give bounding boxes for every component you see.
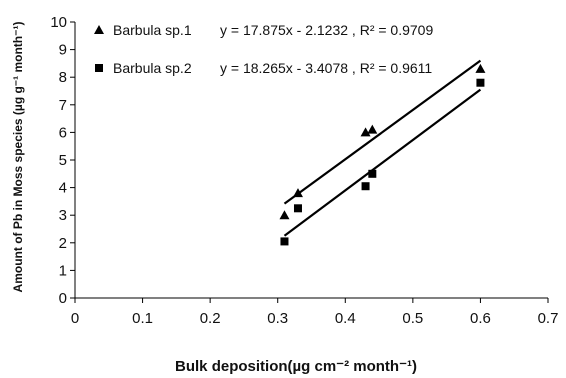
trend-line xyxy=(283,59,482,205)
square-marker xyxy=(476,78,485,87)
trend-line xyxy=(283,88,482,237)
y-tick-label: 2 xyxy=(59,235,67,252)
y-tick-label: 6 xyxy=(59,124,67,141)
legend: Barbula sp.1 y = 17.875x - 2.1232 , R² = … xyxy=(94,22,433,76)
triangle-marker xyxy=(279,210,290,220)
legend-series-name: Barbula sp.2 xyxy=(113,60,192,76)
square-marker xyxy=(280,237,289,246)
data-points xyxy=(279,63,486,246)
x-tick-label: 0.3 xyxy=(267,310,288,327)
y-axis-label: Amount of Pb in Moss species (µg g⁻¹ mon… xyxy=(11,22,25,293)
y-tick-label: 5 xyxy=(59,152,67,169)
x-tick-labels: 0 0.1 0.2 0.3 0.4 0.5 0.6 0.7 xyxy=(71,310,559,327)
y-tick-label: 10 xyxy=(50,14,67,31)
x-tick-label: 0.5 xyxy=(402,310,423,327)
legend-equation: y = 18.265x - 3.4078 , R² = 0.9611 xyxy=(220,60,432,76)
square-marker xyxy=(95,64,103,72)
y-tick-label: 8 xyxy=(59,69,67,86)
legend-series-name: Barbula sp.1 xyxy=(113,22,192,38)
x-tick-label: 0.1 xyxy=(132,310,153,327)
y-tick-label: 1 xyxy=(59,262,67,279)
chart-axes xyxy=(70,21,549,303)
x-tick-label: 0.2 xyxy=(200,310,221,327)
y-tick-labels: 0 1 2 3 4 5 6 7 8 9 10 xyxy=(50,14,67,307)
trend-lines xyxy=(283,59,482,237)
y-tick-label: 9 xyxy=(59,42,67,59)
y-tick-label: 3 xyxy=(59,207,67,224)
y-tick-label: 0 xyxy=(59,290,67,307)
triangle-marker xyxy=(94,25,104,34)
triangle-marker xyxy=(367,124,378,134)
legend-equation: y = 17.875x - 2.1232 , R² = 0.9709 xyxy=(220,22,433,38)
x-axis-label: Bulk deposition(µg cm⁻² month⁻¹) xyxy=(175,358,417,375)
x-tick-label: 0 xyxy=(71,310,79,327)
square-marker xyxy=(293,204,302,213)
x-tick-label: 0.4 xyxy=(335,310,356,327)
y-tick-label: 4 xyxy=(59,180,67,197)
square-marker xyxy=(368,169,377,178)
triangle-marker xyxy=(475,63,486,73)
triangle-marker xyxy=(292,188,303,198)
square-marker xyxy=(361,182,370,191)
y-tick-label: 7 xyxy=(59,97,67,114)
triangle-marker xyxy=(360,127,371,137)
x-tick-label: 0.6 xyxy=(470,310,491,327)
x-tick-label: 0.7 xyxy=(538,310,559,327)
